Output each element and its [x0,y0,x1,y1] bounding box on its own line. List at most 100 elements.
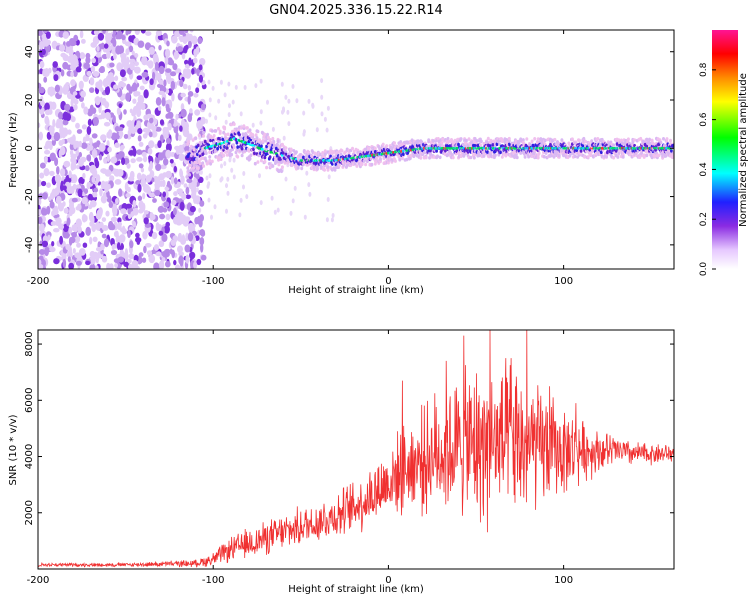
heatmap-noise-cell [205,175,209,181]
heatmap-noise-cell [189,251,196,260]
heatmap-noise-cell [140,167,145,173]
heatmap-noise-cell [184,59,189,65]
heatmap-noise-cell [226,176,230,182]
heatmap-noise-cell [158,260,165,269]
heatmap-noise-cell [137,40,145,48]
heatmap-ridge-cell [507,136,511,141]
heatmap-noise-cell [57,111,64,120]
heatmap-noise-cell [158,230,164,236]
heatmap-noise-cell [219,79,223,85]
heatmap-noise-cell [45,31,51,39]
heatmap-noise-cell [113,30,117,35]
heatmap-noise-cell [38,198,42,205]
x-tick-label: 100 [554,575,573,586]
colorbar-tick-label: 0.2 [699,212,709,226]
heatmap-ridge-cell [217,139,221,144]
heatmap-noise-cell [213,204,217,210]
heatmap-noise-cell [165,137,171,144]
heatmap-ridge-cell [188,173,192,177]
heatmap-noise-cell [69,206,76,215]
heatmap-ridge-cell [671,155,674,159]
y-tick-label: 4000 [24,444,35,469]
heatmap-ridge-cell [642,155,646,159]
heatmap-ridge-cell [210,129,214,133]
heatmap-noise-cell [242,184,245,190]
heatmap-noise-cell [138,163,144,169]
heatmap-ridge-cell [251,143,255,147]
heatmap-noise-cell [177,232,182,241]
heatmap-noise-cell [243,85,247,90]
heatmap-noise-cell [121,76,128,82]
heatmap-noise-cell [146,186,152,195]
heatmap-ridge-cell [260,144,263,149]
heatmap-ridge-cell [424,155,428,160]
heatmap-noise-cell [125,30,129,36]
heatmap-noise-cell [102,30,106,34]
heatmap-noise-cell [223,161,227,167]
heatmap-noise-cell [167,112,172,117]
heatmap-ridge-cell [202,130,206,135]
heatmap-noise-cell [238,212,242,218]
heatmap-ridge-cell [362,159,366,163]
heatmap-ridge-cell [395,152,399,157]
heatmap-noise-cell [138,141,144,147]
heatmap-ridge-cell [326,168,330,172]
heatmap-ridge-cell [316,164,319,169]
heatmap-noise-cell [119,69,126,78]
heatmap-noise-cell [74,252,82,259]
heatmap-noise-cell [121,157,126,165]
heatmap-noise-cell [68,170,72,179]
heatmap-ridge-cell [447,139,451,144]
heatmap-noise-cell [85,52,91,59]
heatmap-ridge-cell [631,140,635,144]
heatmap-noise-cell [48,125,55,134]
heatmap-ridge-cell [416,139,420,143]
heatmap-ridge-cell [590,139,594,143]
heatmap-noise-cell [98,154,103,161]
heatmap-noise-cell [311,103,315,109]
heatmap-noise-cell [78,80,84,90]
heatmap-ridge-cell [230,133,234,137]
heatmap-noise-cell [181,52,186,60]
heatmap-noise-cell [131,260,139,268]
heatmap-noise-cell [151,130,158,138]
heatmap-noise-cell [163,250,170,258]
heatmap-noise-cell [173,177,178,185]
heatmap-noise-cell [70,64,77,71]
heatmap-noise-cell [72,91,78,96]
heatmap-ridge-cell [398,157,402,162]
heatmap-ridge-cell [386,160,390,165]
y-tick-label: -20 [24,188,35,204]
heatmap-noise-cell [92,71,100,77]
heatmap-noise-cell [190,185,197,194]
heatmap-noise-cell [175,131,179,141]
snr-ylabel: SNR (10 * v/v) [8,414,19,485]
heatmap-noise-cell [136,172,142,181]
heatmap-noise-cell [217,98,221,104]
heatmap-noise-cell [197,37,203,45]
heatmap-ridge-cell [626,137,630,141]
heatmap-ridge-cell [355,164,359,168]
heatmap-noise-cell [234,84,238,90]
heatmap-noise-cell [152,71,156,81]
heatmap-noise-cell [68,48,74,57]
heatmap-noise-cell [134,53,139,58]
heatmap-noise-cell [81,102,85,109]
heatmap-noise-cell [185,194,191,200]
heatmap-noise-cell [52,61,58,68]
heatmap-ridge-cell [195,168,199,173]
heatmap-ridge-cell [441,144,445,148]
heatmap-noise-cell [106,153,110,162]
heatmap-ridge-cell [435,149,438,153]
heatmap-noise-cell [287,121,291,127]
heatmap-ridge-cell [659,140,663,145]
heatmap-noise-cell [76,123,80,129]
heatmap-ridge-cell [400,156,404,161]
heatmap-noise-cell [63,160,71,168]
heatmap-noise-cell [73,104,78,111]
heatmap-ridge-cell [323,168,326,172]
heatmap-noise-cell [271,126,275,132]
heatmap-noise-cell [54,84,61,93]
heatmap-noise-cell [51,138,57,146]
heatmap-noise-cell [92,36,100,45]
